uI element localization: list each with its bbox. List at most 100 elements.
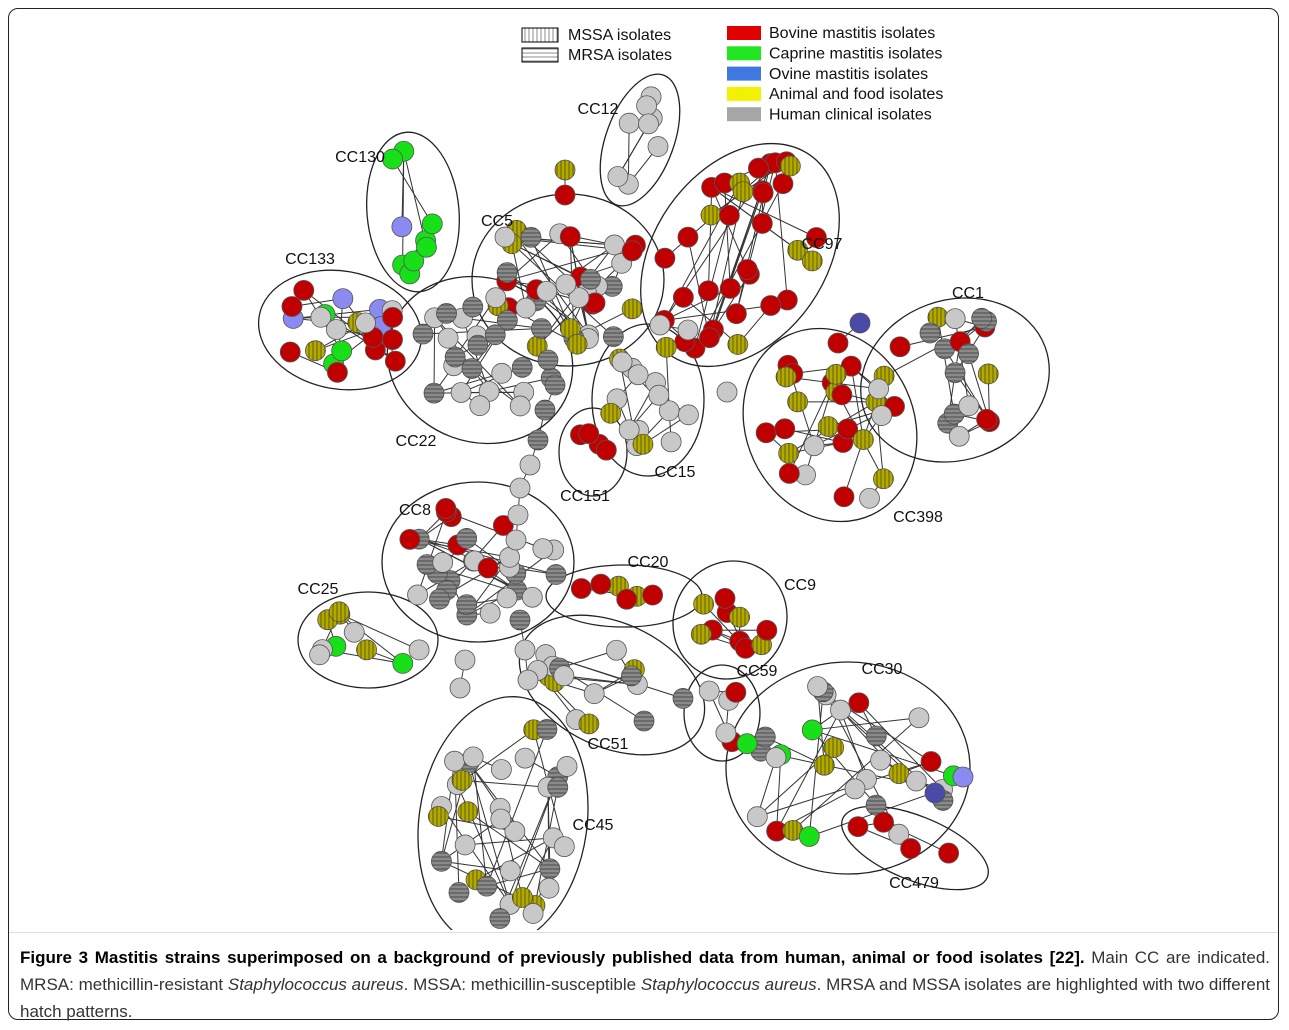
isolate-node [905,770,927,792]
isolate-hatch [467,335,488,356]
isolate-node [868,378,889,400]
edge [724,182,731,289]
isolate-node [509,395,531,417]
edge [707,215,712,291]
isolate-node [331,340,353,362]
isolate-node [391,216,413,238]
isolate-hatch [814,755,835,776]
cluster-label: CC25 [298,581,339,598]
edge [462,779,549,788]
isolate-hatch [555,160,575,180]
isolate-node [606,639,627,661]
isolate-hatch [621,665,642,686]
isolate-hatch [755,727,776,748]
isolate-node [765,747,787,768]
isolate-node [279,341,301,363]
isolate-node [848,692,870,714]
isolate-node [454,649,476,671]
edge [712,273,750,331]
legend-label: Caprine mastitis isolates [769,46,942,63]
isolate-node [920,751,942,772]
isolate-hatch [866,725,887,746]
isolate-node [382,307,404,328]
legend-swatch [727,26,761,40]
isolate-hatch [489,908,510,929]
isolate-hatch [672,688,693,709]
cluster-outline [860,297,1050,463]
caption-separator [9,932,1278,933]
isolate-node [327,361,348,383]
isolate-node [807,676,828,697]
isolate-node [604,234,625,256]
isolate-hatch [934,338,955,359]
isolate-node [871,405,893,426]
isolate-node [607,166,629,187]
isolate-hatch [512,887,533,908]
edge [792,717,920,831]
isolate-node [399,528,421,550]
isolate-node [976,408,997,430]
isolate-node [714,587,736,609]
edge [511,243,527,309]
isolate-node [647,136,669,157]
edge [858,702,943,790]
isolate-node [719,277,741,299]
legend-label: MSSA isolates [568,27,671,44]
isolate-node [938,842,960,864]
isolate-node [756,619,778,641]
isolate-node [281,296,303,317]
edge [475,837,554,881]
isolate-hatch [853,429,874,450]
isolate-hatch [700,205,721,226]
isolate-node [532,538,554,560]
cluster-outline [257,269,423,391]
isolate-hatch [417,554,438,575]
isolate-hatch [632,434,653,455]
isolate-node [309,644,330,666]
isolate-node [522,903,544,924]
edge [521,837,554,898]
isolate-node [859,487,880,509]
isolate-node [538,877,560,899]
isolate-hatch [452,770,473,791]
figure-frame [8,8,1279,1020]
isolate-node [627,364,649,386]
isolate-hatch [920,323,940,343]
cluster-outline [558,407,628,497]
isolate-hatch [431,851,452,872]
isolate-node [435,498,457,519]
isolate-node [421,213,443,235]
isolate-hatch [778,443,799,464]
isolate-node [432,552,454,573]
isolate-hatch [693,594,714,615]
isolate-node [760,295,782,316]
isolate-node [948,425,970,447]
isolate-node [725,303,747,325]
edge [433,317,436,394]
isolate-node [479,602,501,624]
caption-text: . MSSA: methicillin-susceptible [403,975,641,994]
isolate-node [509,477,531,499]
isolate-node [849,312,871,334]
isolate-node [449,677,471,699]
isolate-hatch [958,343,979,364]
isolate-hatch [527,336,548,357]
cluster-label: CC15 [655,464,696,481]
isolate-hatch [456,528,477,549]
isolate-hatch [945,362,966,383]
isolate-node [555,273,577,295]
isolate-hatch [497,310,518,331]
isolate-node [553,836,575,857]
isolate-hatch [462,296,483,317]
cluster-label: CC8 [399,502,431,519]
cluster-outline [297,591,439,689]
edge [711,187,748,270]
cluster-label: CC5 [481,213,513,230]
isolate-node [618,112,640,134]
edge [664,305,771,321]
isolate-hatch [978,363,999,384]
isolate-node [403,250,425,272]
isolate-node [384,350,406,372]
isolate-node [519,454,541,476]
cluster-label: CC59 [737,663,778,680]
